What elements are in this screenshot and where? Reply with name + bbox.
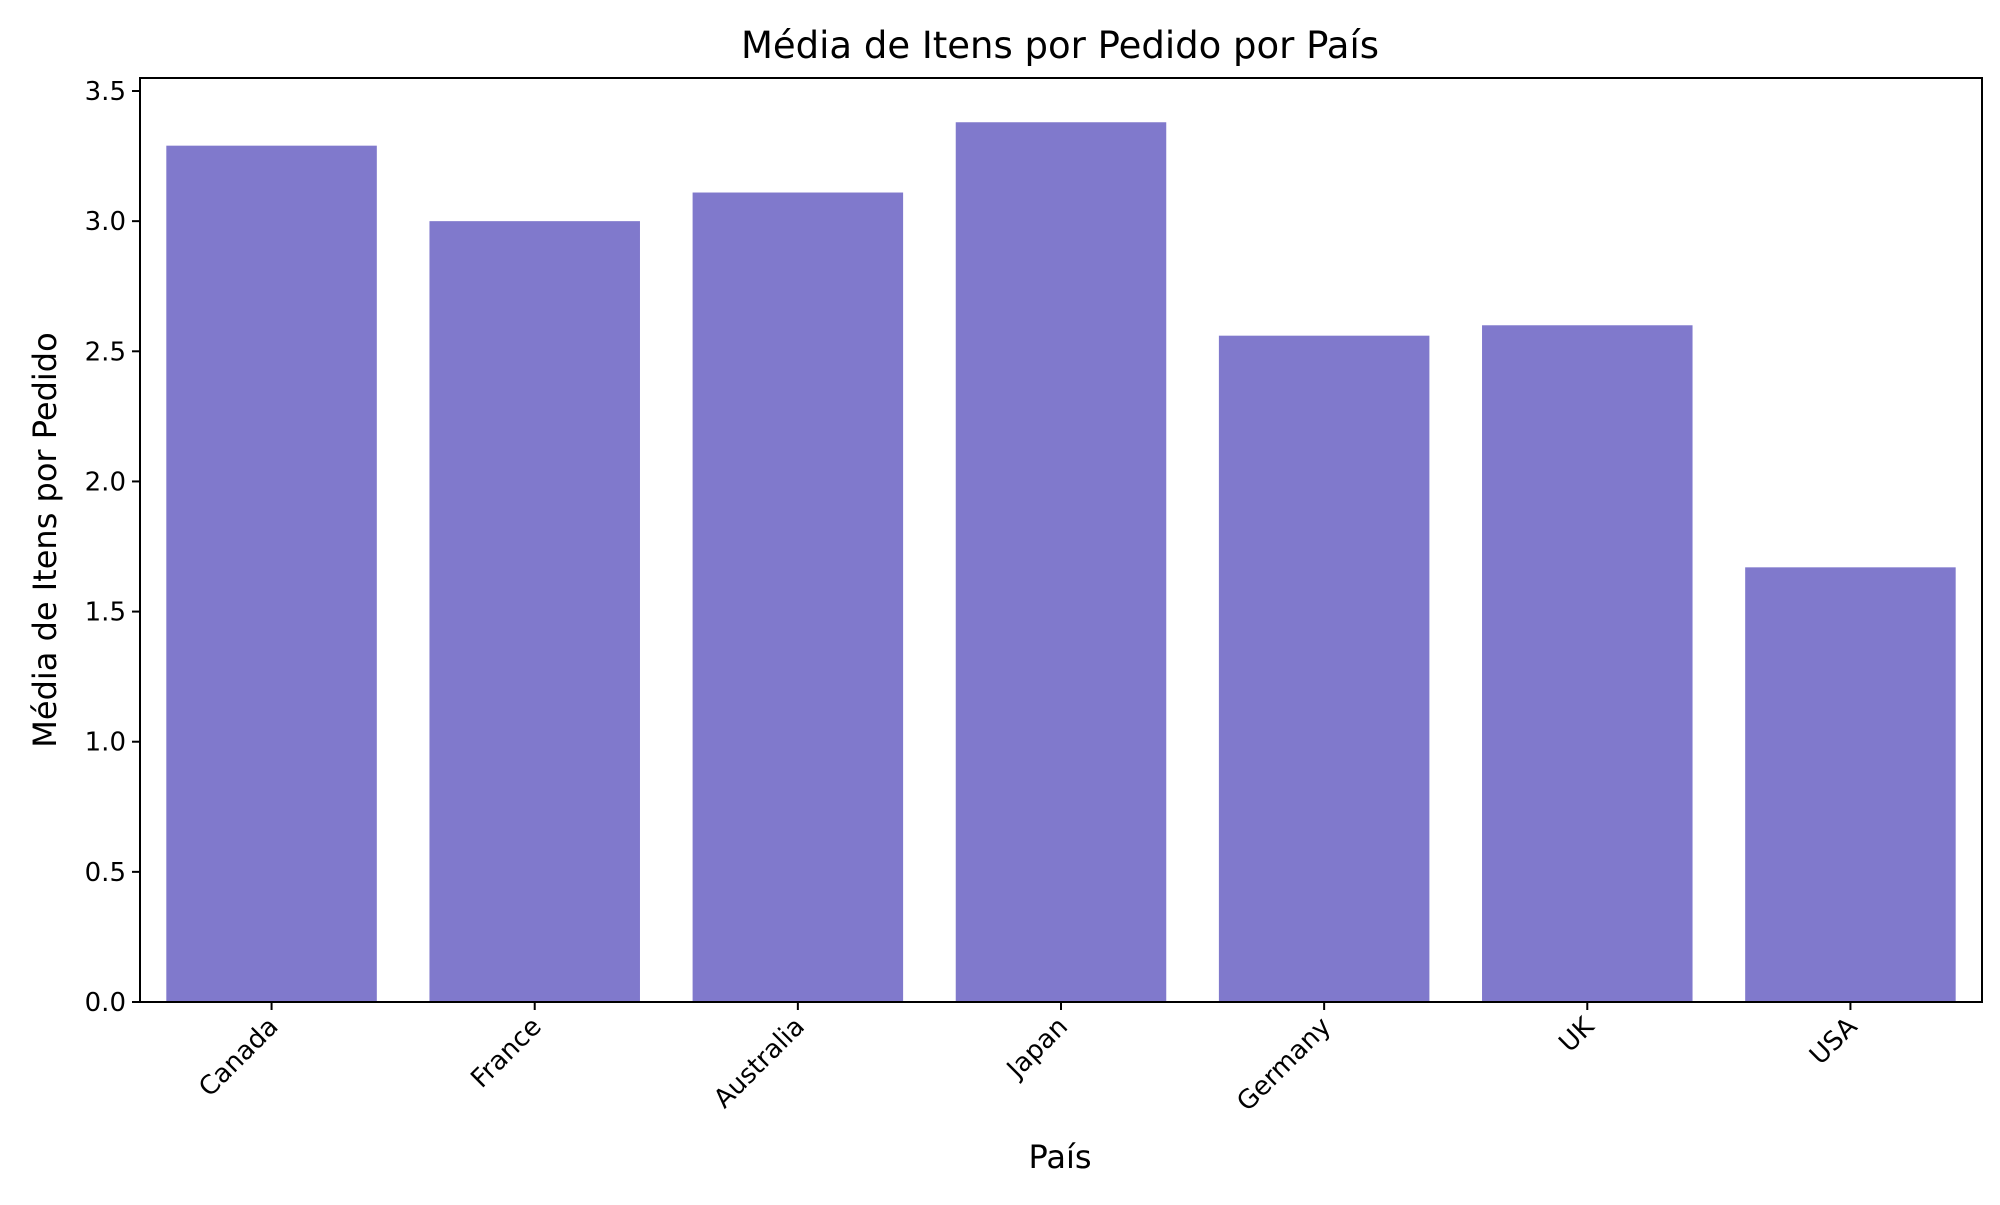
x-tick-label-australia: Australia bbox=[708, 1012, 811, 1115]
x-tick-label-canada: Canada bbox=[193, 1012, 284, 1103]
bar-canada bbox=[166, 145, 377, 1003]
bar-germany bbox=[1218, 335, 1430, 1002]
chart-title: Média de Itens por Pedido por País bbox=[741, 24, 1379, 67]
y-tick-label: 3.0 bbox=[85, 207, 126, 237]
bar-france bbox=[429, 221, 640, 1002]
bar-australia bbox=[692, 192, 904, 1002]
x-tick-label-usa: USA bbox=[1804, 1012, 1863, 1071]
bar-uk bbox=[1482, 325, 1693, 1002]
y-tick-label: 3.5 bbox=[85, 77, 126, 107]
bars-layer bbox=[166, 122, 1956, 1003]
y-tick-label: 1.0 bbox=[85, 728, 126, 758]
y-tick-label: 0.0 bbox=[85, 988, 126, 1018]
y-tick-label: 2.5 bbox=[85, 337, 126, 367]
x-tick-label-france: France bbox=[465, 1012, 547, 1094]
x-tick-label-uk: UK bbox=[1554, 1011, 1601, 1058]
y-tick-label: 1.5 bbox=[85, 598, 126, 628]
bar-japan bbox=[955, 122, 1167, 1002]
x-tick-label-japan: Japan bbox=[1000, 1012, 1074, 1086]
y-tick-label: 2.0 bbox=[85, 467, 126, 497]
y-tick-label: 0.5 bbox=[85, 858, 126, 888]
y-axis-label: Média de Itens por Pedido bbox=[26, 332, 64, 747]
x-axis-label: País bbox=[1028, 1138, 1091, 1176]
x-tick-label-germany: Germany bbox=[1231, 1012, 1337, 1118]
bar-usa bbox=[1745, 567, 1956, 1002]
